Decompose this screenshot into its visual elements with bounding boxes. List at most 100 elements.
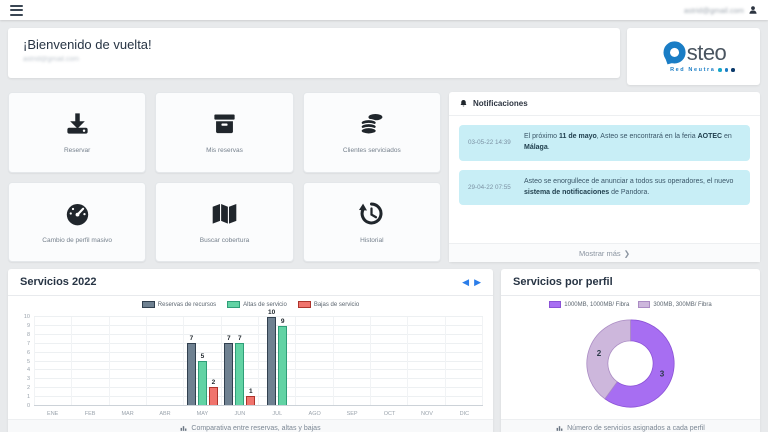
notification-text: El próximo 11 de mayo, Asteo se encontra… <box>524 133 732 151</box>
legend-label: Reservas de recursos <box>157 301 217 308</box>
bar-value-label: 7 <box>189 335 194 343</box>
action-card-reservar[interactable]: Reservar <box>8 92 147 173</box>
bell-icon <box>460 99 467 107</box>
bar[interactable]: 7 <box>186 335 196 405</box>
action-card-buscar-cobertura[interactable]: Buscar cobertura <box>155 181 294 262</box>
tagline-dot <box>724 68 729 72</box>
bar-group-nov <box>407 317 444 405</box>
next-arrow-button[interactable]: ▶ <box>474 276 481 287</box>
legend-label: 1000MB, 1000MB/ Fibra <box>564 301 630 308</box>
show-more-button[interactable]: Mostrar más ❯ <box>449 243 760 262</box>
y-tick-label: 7 <box>26 340 30 347</box>
quick-actions-grid: Reservar Mis reservas Clientes serviciados… <box>8 92 441 262</box>
x-tick-label: DIC <box>459 410 470 417</box>
y-tick-label: 1 <box>26 394 30 401</box>
bar-chart-xlabels: ENE FEB MAR ABR MAY JUN JUL AGO SEP OCT NOV DIC <box>34 408 483 419</box>
bar[interactable]: 2 <box>208 379 218 405</box>
legend-item: Reservas de recursos <box>141 301 217 308</box>
download-icon <box>67 113 88 134</box>
action-label: Buscar cobertura <box>199 236 250 244</box>
welcome-title: ¡Bienvenido de vuelta! <box>23 37 152 52</box>
logo-wordmark: steo <box>686 40 727 65</box>
legend-item: Altas de servicio <box>227 301 287 308</box>
x-tick-label: NOV <box>420 410 433 417</box>
user-menu[interactable]: astrid@gmail.com <box>684 5 758 15</box>
asteo-logo-icon <box>663 41 686 65</box>
coins-icon <box>360 114 383 135</box>
bar-group-sep <box>332 317 370 405</box>
welcome-card: ¡Bienvenido de vuelta! astrid@gmail.com <box>8 28 620 78</box>
y-tick-label: 2 <box>26 385 30 392</box>
bar[interactable]: 7 <box>235 335 245 405</box>
legend-swatch <box>297 301 311 308</box>
donut-slice[interactable] <box>586 319 631 400</box>
tagline-dot <box>718 68 722 72</box>
profile-chart-footer: Número de servicios asignados a cada per… <box>501 419 760 432</box>
notification-date: 29-04-22 07:55 <box>468 184 511 192</box>
action-label: Mis reservas <box>206 147 243 155</box>
legend-swatch <box>638 301 651 308</box>
y-tick-label: 6 <box>26 349 30 356</box>
menu-icon[interactable] <box>10 4 23 16</box>
bar[interactable]: 7 <box>224 335 234 405</box>
top-bar: astrid@gmail.com <box>0 0 768 20</box>
chevron-right-icon: ❯ <box>623 248 630 258</box>
action-card-historial[interactable]: Historial <box>302 181 441 262</box>
bar-value-label: 9 <box>280 317 285 325</box>
notification-item[interactable]: 29-04-22 07:55 Asteo se enorgullece de an… <box>459 169 750 206</box>
action-card-cambio-de-perfil-masivo[interactable]: Cambio de perfil masivo <box>8 181 147 262</box>
donut-legend: 1000MB, 1000MB/ Fibra 300MB, 300MB/ Fibra <box>501 296 760 308</box>
legend-item: 300MB, 300MB/ Fibra <box>638 301 712 308</box>
action-card-clientes-serviciados[interactable]: Clientes serviciados <box>302 92 441 173</box>
main-content: ¡Bienvenido de vuelta! astrid@gmail.com … <box>0 20 768 432</box>
x-tick-label: MAY <box>196 410 209 417</box>
y-tick-label: 3 <box>26 376 30 383</box>
user-email: astrid@gmail.com <box>683 5 744 15</box>
legend-item: Bajas de servicio <box>297 301 360 308</box>
bar[interactable]: 1 <box>246 388 256 405</box>
legend-label: Bajas de servicio <box>313 301 360 308</box>
bar-group-ago <box>295 317 332 405</box>
services-chart-panel: Servicios 2022 ◀ ▶ Reservas de recursos A… <box>8 269 493 432</box>
bar-group-dic <box>444 317 483 405</box>
prev-arrow-button[interactable]: ◀ <box>462 276 470 287</box>
bar-value-label: 5 <box>200 353 205 360</box>
y-tick-label: 0 <box>26 403 30 409</box>
donut-value-label: 3 <box>660 370 665 379</box>
bar[interactable]: 10 <box>267 309 277 405</box>
action-label: Historial <box>360 236 384 244</box>
bar[interactable]: 9 <box>278 318 288 405</box>
x-tick-label: JUL <box>272 410 283 417</box>
bar-value-label: 7 <box>237 335 242 343</box>
bar-group-mar <box>108 317 146 405</box>
x-tick-label: ENE <box>47 410 59 417</box>
notification-item[interactable]: 03-05-22 14:39 El próximo 11 de mayo, Ast… <box>459 125 750 161</box>
profile-chart-panel: Servicios por perfil 1000MB, 1000MB/ Fib… <box>501 269 760 432</box>
bar-group-feb <box>71 317 108 405</box>
legend-label: Altas de servicio <box>243 301 287 308</box>
y-tick-label: 9 <box>26 322 30 329</box>
legend-swatch <box>141 301 155 308</box>
bar-chart-icon <box>180 425 187 431</box>
legend-label: 300MB, 300MB/ Fibra <box>653 301 712 308</box>
donut-slice[interactable] <box>604 319 675 408</box>
archive-icon <box>214 114 235 134</box>
x-tick-label: FEB <box>84 410 96 417</box>
x-tick-label: JUN <box>234 410 246 417</box>
asteo-logo: steo <box>661 40 727 66</box>
x-tick-label: ABR <box>159 410 171 417</box>
bar-groups: 7 5 2 7 7 1 10 9 <box>34 309 483 406</box>
x-tick-label: SEP <box>346 410 358 417</box>
notifications-panel: Notificaciones 03-05-22 14:39 El próximo … <box>449 92 760 262</box>
legend-swatch <box>549 301 562 308</box>
person-icon <box>749 6 757 14</box>
x-tick-label: MAR <box>121 410 134 417</box>
bar-group-oct <box>369 317 407 405</box>
bar-chart-plot: 0 1 2 3 4 5 6 7 8 9 10 7 5 2 7 7 1 10 9 <box>24 309 483 409</box>
notification-list: 03-05-22 14:39 El próximo 11 de mayo, Ast… <box>449 116 760 214</box>
bar[interactable]: 5 <box>197 353 207 405</box>
gridline <box>34 316 483 317</box>
y-tick-label: 4 <box>26 367 30 374</box>
action-card-mis-reservas[interactable]: Mis reservas <box>155 92 294 173</box>
